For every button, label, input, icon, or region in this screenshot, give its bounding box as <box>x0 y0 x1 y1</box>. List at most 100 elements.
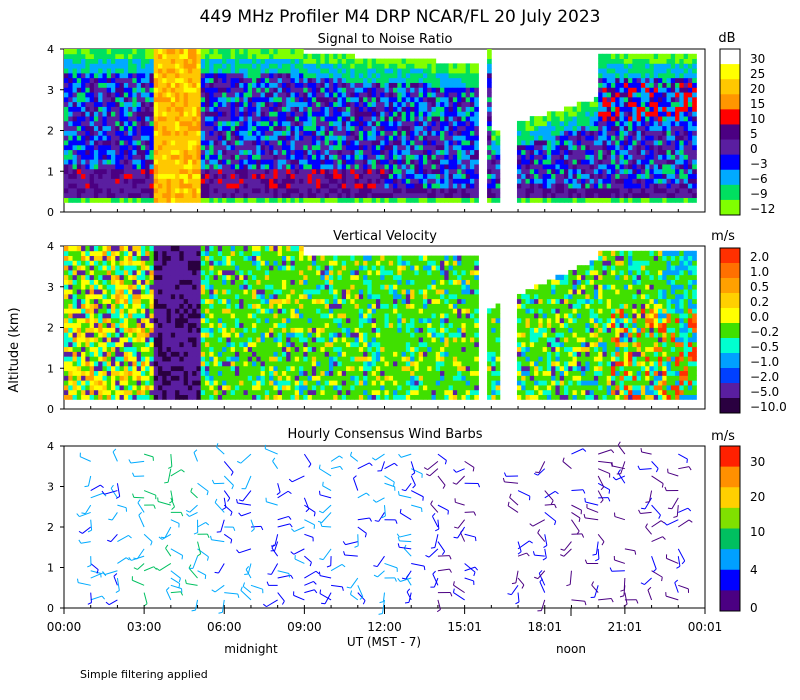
heatmap-cell <box>286 149 291 155</box>
heatmap-cell <box>85 365 91 372</box>
heatmap-cell <box>487 192 492 199</box>
heatmap-cell <box>414 72 420 79</box>
heatmap-cell <box>175 135 180 141</box>
heatmap-cell <box>187 120 193 127</box>
heatmap-cell <box>628 58 633 64</box>
heatmap-cell <box>269 192 274 199</box>
heatmap-cell <box>183 63 189 69</box>
heatmap-cell <box>85 140 91 146</box>
heatmap-cell <box>375 58 381 64</box>
heatmap-cell <box>299 106 304 112</box>
heatmap-cell <box>619 173 625 179</box>
heatmap-cell <box>649 63 655 69</box>
heatmap-cell <box>102 154 108 160</box>
heatmap-cell <box>281 149 287 155</box>
heatmap-cell <box>269 178 274 184</box>
heatmap-cell <box>452 192 458 199</box>
heatmap-cell <box>64 356 69 362</box>
heatmap-cell <box>324 63 330 69</box>
heatmap-cell <box>290 96 296 103</box>
heatmap-cell <box>158 63 163 69</box>
heatmap-cell <box>239 173 244 179</box>
heatmap-cell <box>128 101 133 107</box>
heatmap-cell <box>358 135 364 141</box>
heatmap-cell <box>98 101 103 107</box>
heatmap-cell <box>551 197 556 203</box>
heatmap-cell <box>311 183 317 189</box>
heatmap-cell <box>649 168 655 175</box>
heatmap-cell <box>260 111 266 117</box>
heatmap-cell <box>572 111 578 117</box>
heatmap-cell <box>576 168 582 175</box>
heatmap-cell <box>380 87 385 93</box>
heatmap-cell <box>692 125 697 131</box>
heatmap-cell <box>615 58 620 64</box>
heatmap-cell <box>371 183 377 189</box>
heatmap-cell <box>375 68 381 74</box>
heatmap-cell <box>132 255 138 261</box>
heatmap-cell <box>140 63 146 69</box>
heatmap-cell <box>640 106 646 112</box>
heatmap-cell <box>192 164 197 170</box>
heatmap-cell <box>341 125 347 131</box>
heatmap-cell <box>93 370 99 376</box>
heatmap-cell <box>85 96 91 103</box>
heatmap-cell <box>687 53 693 59</box>
heatmap-cell <box>158 370 163 376</box>
heatmap-cell <box>474 72 479 79</box>
heatmap-cell <box>435 125 441 131</box>
heatmap-cell <box>205 140 210 146</box>
heatmap-cell <box>491 159 497 165</box>
heatmap-cell <box>371 168 377 175</box>
heatmap-cell <box>350 111 355 117</box>
heatmap-cell <box>128 346 133 352</box>
heatmap-cell <box>290 159 296 165</box>
heatmap-cell <box>427 149 432 155</box>
heatmap-cell <box>72 337 78 343</box>
heatmap-cell <box>230 173 236 179</box>
heatmap-cell <box>64 149 69 155</box>
heatmap-cell <box>149 192 155 199</box>
heatmap-cell <box>166 58 172 64</box>
heatmap-cell <box>158 293 163 300</box>
heatmap-cell <box>538 130 544 136</box>
heatmap-cell <box>350 77 355 83</box>
heatmap-cell <box>294 63 300 69</box>
heatmap-cell <box>102 274 108 280</box>
heatmap-cell <box>341 183 347 189</box>
heatmap-cell <box>350 159 355 165</box>
heatmap-cell <box>384 168 390 175</box>
heatmap-cell <box>320 77 326 83</box>
heatmap-cell <box>200 120 206 127</box>
heatmap-cell <box>119 303 125 309</box>
heatmap-cell <box>76 385 82 391</box>
heatmap-cell <box>89 87 95 93</box>
heatmap-cell <box>589 120 595 127</box>
heatmap-cell <box>474 154 479 160</box>
heatmap-cell <box>410 168 415 175</box>
heatmap-cell <box>405 72 411 79</box>
heatmap-cell <box>81 68 86 74</box>
heatmap-cell <box>132 375 138 381</box>
heatmap-cell <box>666 192 672 199</box>
heatmap-cell <box>628 149 633 155</box>
heatmap-cell <box>435 68 441 74</box>
heatmap-cell <box>375 111 381 117</box>
heatmap-cell <box>115 101 120 107</box>
heatmap-cell <box>179 87 185 93</box>
heatmap-cell <box>123 116 129 122</box>
heatmap-cell <box>521 164 526 170</box>
heatmap-cell <box>149 164 155 170</box>
heatmap-cell <box>119 370 125 376</box>
heatmap-cell <box>98 289 103 295</box>
heatmap-cell <box>68 149 73 155</box>
heatmap-cell <box>538 144 544 151</box>
heatmap-cell <box>452 164 458 170</box>
heatmap-cell <box>610 87 616 93</box>
heatmap-cell <box>162 313 167 319</box>
heatmap-cell <box>384 178 390 184</box>
heatmap-cell <box>128 106 133 112</box>
heatmap-cell <box>234 63 240 69</box>
heatmap-cell <box>422 96 428 103</box>
heatmap-cell <box>632 188 638 194</box>
